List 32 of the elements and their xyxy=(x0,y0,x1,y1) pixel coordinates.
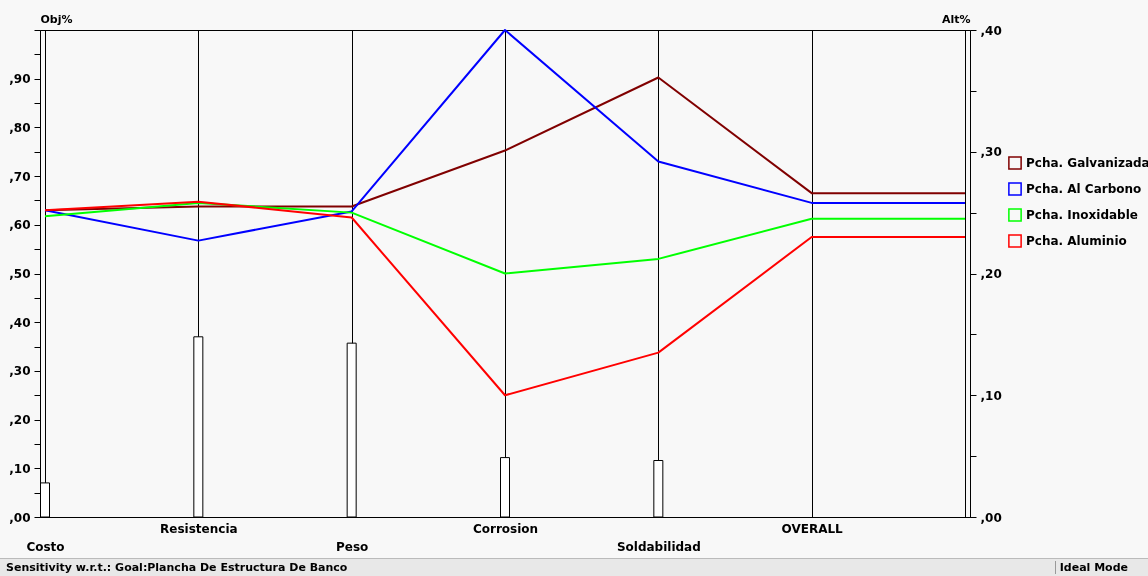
y2-tick-label: ,10 xyxy=(980,388,1002,403)
x-tick-label: Costo xyxy=(26,539,65,554)
y-tick-label: ,60 xyxy=(9,218,31,233)
legend-label: Pcha. Al Carbono xyxy=(1026,182,1142,196)
y-tick-label: ,10 xyxy=(9,461,31,476)
y-tick-label: ,50 xyxy=(9,267,31,281)
x-tick-label: Soldabilidad xyxy=(616,539,701,554)
y2-tick-label: ,30 xyxy=(980,145,1002,160)
y-tick-label: ,20 xyxy=(9,413,31,428)
text: Sensitivity w.r.t.: Goal:Plancha De Estructura De Banco xyxy=(6,561,348,574)
x-tick-label: Resistencia xyxy=(160,521,238,536)
y2-tick-label: ,20 xyxy=(980,267,1002,281)
legend-label: Pcha. Inoxidable xyxy=(1026,208,1138,222)
y-tick-label: ,40 xyxy=(9,315,31,330)
y-tick-label: ,70 xyxy=(9,169,31,184)
y-tick-label: ,30 xyxy=(9,364,31,379)
y-tick-label: ,80 xyxy=(9,120,31,135)
line-series xyxy=(44,200,966,397)
y-axis-title: Obj% xyxy=(40,12,73,26)
legend-label: Pcha. Galvanizada xyxy=(1026,156,1148,170)
y-tick-label: ,00 xyxy=(9,510,31,525)
y2-tick-label: ,00 xyxy=(980,510,1002,525)
y2-tick-label: ,40 xyxy=(980,23,1002,38)
y2-axis-title: Alt% xyxy=(941,12,971,26)
line-series xyxy=(44,29,966,242)
legend-label: Pcha. Aluminio xyxy=(1026,234,1127,248)
x-tick-label: Peso xyxy=(336,539,369,554)
x-tick-label: OVERALL xyxy=(781,521,844,536)
x-tick-label: Corrosion xyxy=(472,521,539,536)
line-series xyxy=(44,201,966,275)
text: Ideal Mode xyxy=(1054,561,1128,574)
y-tick-label: ,90 xyxy=(9,72,31,87)
